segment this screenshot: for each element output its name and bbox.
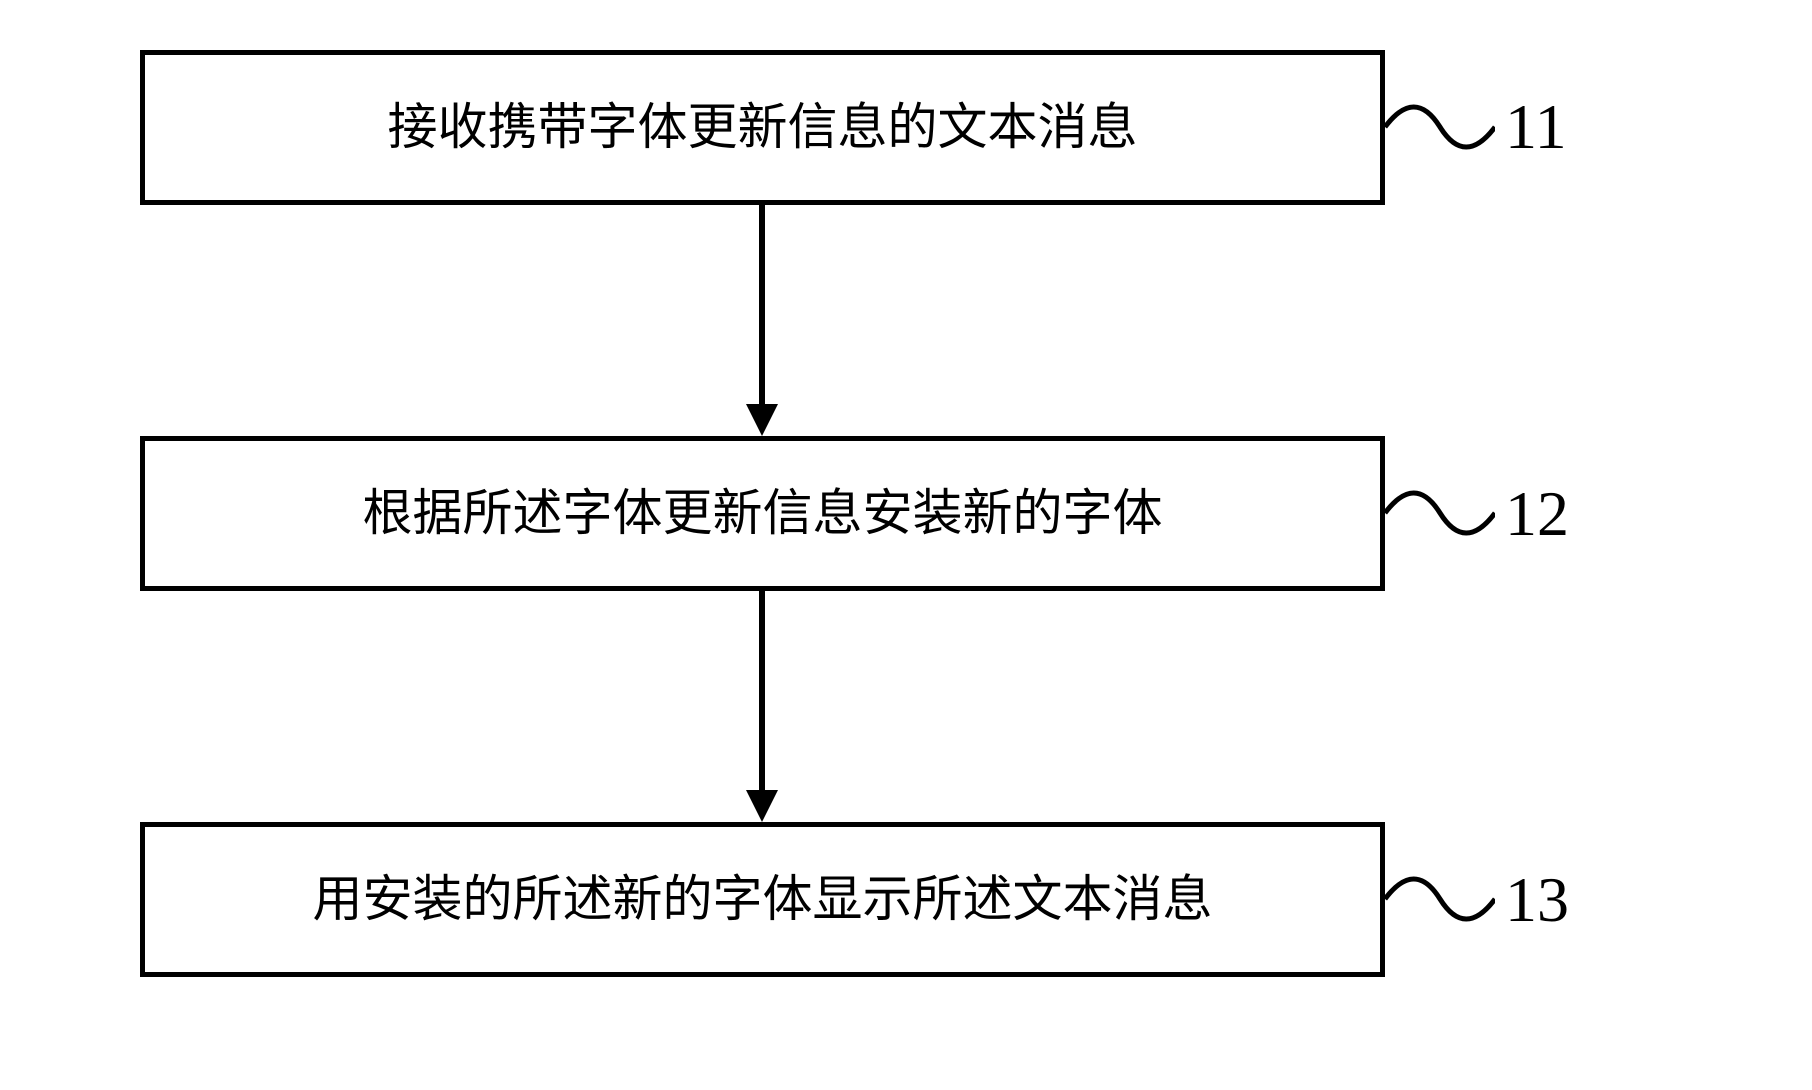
flow-step-2-text: 根据所述字体更新信息安装新的字体 [343, 471, 1183, 556]
flow-step-2: 根据所述字体更新信息安装新的字体 [140, 436, 1385, 591]
step-label-1: 11 [1505, 90, 1567, 164]
flow-step-1-text: 接收携带字体更新信息的文本消息 [368, 85, 1158, 170]
arrow-line-1-2 [759, 205, 765, 404]
flow-step-3-text: 用安装的所述新的字体显示所述文本消息 [293, 857, 1233, 942]
step-label-2: 12 [1505, 477, 1569, 551]
flow-step-1: 接收携带字体更新信息的文本消息 [140, 50, 1385, 205]
flowchart-diagram: 接收携带字体更新信息的文本消息 根据所述字体更新信息安装新的字体 用安装的所述新… [140, 50, 1670, 1050]
arrow-head-1-2 [746, 404, 778, 436]
label-curve-1 [1385, 77, 1495, 177]
label-curve-3 [1385, 849, 1495, 949]
flow-step-3: 用安装的所述新的字体显示所述文本消息 [140, 822, 1385, 977]
step-label-3: 13 [1505, 863, 1569, 937]
label-curve-2 [1385, 463, 1495, 563]
arrow-head-2-3 [746, 790, 778, 822]
arrow-line-2-3 [759, 591, 765, 790]
